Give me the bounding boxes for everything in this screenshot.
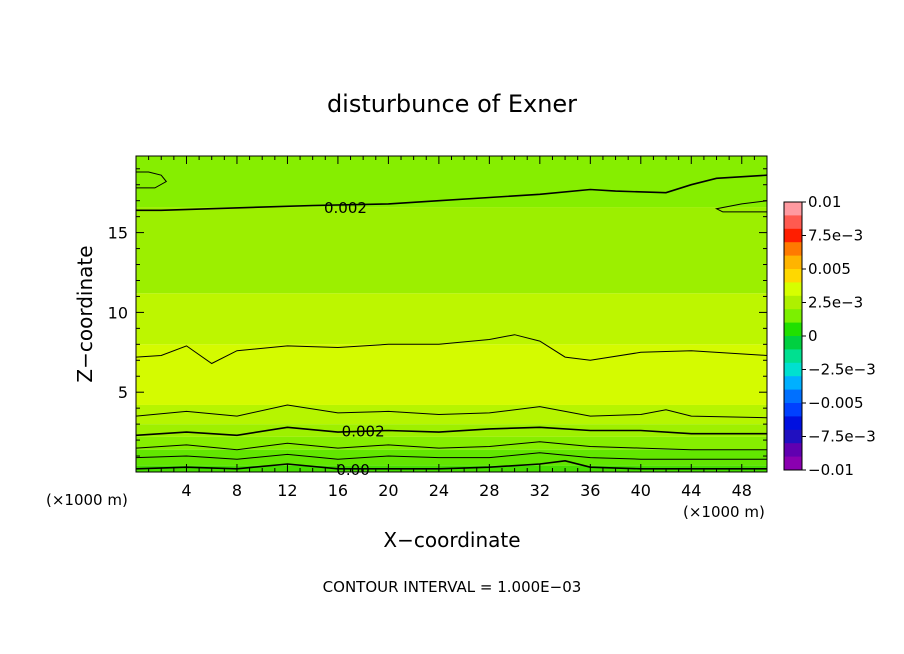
x-unit-left: (×1000 m) — [46, 491, 128, 509]
contour-line-1 — [136, 334, 767, 365]
colorbar-segment-4 — [784, 255, 802, 270]
colorbar-label-4: 0 — [808, 327, 818, 345]
contour-line-7 — [136, 171, 168, 189]
colorbar-segment-0 — [784, 202, 802, 216]
contour-band-2 — [136, 436, 767, 450]
x-tick-label-24: 24 — [429, 481, 449, 500]
contour-line-2 — [136, 404, 767, 419]
contour-band-5 — [136, 344, 767, 405]
contour-labels: 0.002 0.002 0.00 — [324, 199, 385, 479]
y-axis-ticks: 5 10 15 — [108, 168, 767, 457]
colorbar-label-2: 0.005 — [808, 260, 851, 278]
x-tick-label-20: 20 — [378, 481, 398, 500]
x-tick-label-32: 32 — [530, 481, 550, 500]
colorbar-segment-5 — [784, 269, 802, 283]
chart-title: disturbunce of Exner — [327, 90, 577, 118]
colorbar-segment-7 — [784, 295, 802, 310]
contour-line-8 — [714, 200, 767, 213]
colorbar-segment-19 — [784, 456, 802, 471]
colorbar-segment-14 — [784, 389, 802, 404]
x-tick-label-40: 40 — [631, 481, 651, 500]
colorbar-label-7: −7.5e−3 — [808, 428, 876, 446]
x-unit-right: (×1000 m) — [683, 503, 765, 521]
colorbar-segment-15 — [784, 403, 802, 417]
colorbar: 0.01 7.5e−3 0.005 2.5e−3 0 −2.5e−3 −0.005 −7.5e… — [783, 193, 876, 479]
y-axis-label: Z−coordinate — [73, 245, 97, 382]
colorbar-segment-13 — [784, 376, 802, 391]
colorbar-label-8: −0.01 — [808, 461, 854, 479]
filled-bands — [136, 156, 767, 472]
x-tick-label-36: 36 — [580, 481, 600, 500]
colorbar-segment-17 — [784, 429, 802, 444]
colorbar-label-3: 2.5e−3 — [808, 294, 863, 312]
contour-band-6 — [136, 293, 767, 345]
x-tick-label-44: 44 — [681, 481, 701, 500]
contour-label-0: 0.002 — [324, 199, 367, 217]
colorbar-segment-2 — [784, 228, 802, 243]
colorbar-label-5: −2.5e−3 — [808, 361, 876, 379]
x-tick-label-28: 28 — [479, 481, 499, 500]
x-axis-label: X−coordinate — [383, 528, 520, 552]
x-tick-label-4: 4 — [181, 481, 191, 500]
colorbar-label-6: −0.005 — [808, 394, 864, 412]
x-axis-ticks: 4 8 12 16 20 24 28 32 36 40 44 48 — [148, 156, 755, 500]
x-tick-label-12: 12 — [277, 481, 297, 500]
x-tick-label-48: 48 — [732, 481, 752, 500]
y-tick-label-5: 5 — [118, 383, 128, 402]
colorbar-segment-9 — [784, 322, 802, 337]
y-tick-label-10: 10 — [108, 303, 128, 322]
contour-line-5 — [136, 452, 767, 460]
contour-line-3 — [136, 426, 767, 437]
colorbar-segment-3 — [784, 242, 802, 257]
y-tick-label-15: 15 — [108, 224, 128, 243]
colorbar-segment-10 — [784, 336, 802, 350]
colorbar-segment-12 — [784, 362, 802, 377]
colorbar-label-0: 0.01 — [808, 193, 841, 211]
x-tick-label-8: 8 — [232, 481, 242, 500]
x-tick-label-16: 16 — [328, 481, 348, 500]
contour-line-0 — [136, 174, 767, 212]
colorbar-segment-11 — [784, 349, 802, 364]
colorbar-segment-1 — [784, 215, 802, 230]
colorbar-segment-18 — [784, 443, 802, 458]
contour-band-7 — [136, 207, 767, 294]
contour-band-8 — [136, 156, 767, 208]
colorbar-segment-8 — [784, 309, 802, 324]
contour-label-3: 0.002 — [342, 423, 385, 441]
contour-label-6: 0.00 — [336, 461, 369, 479]
colorbar-segment-16 — [784, 416, 802, 431]
contour-interval-note: CONTOUR INTERVAL = 1.000E−03 — [323, 578, 582, 596]
colorbar-label-1: 7.5e−3 — [808, 227, 863, 245]
contour-line-4 — [136, 441, 767, 451]
colorbar-segment-6 — [784, 282, 802, 297]
